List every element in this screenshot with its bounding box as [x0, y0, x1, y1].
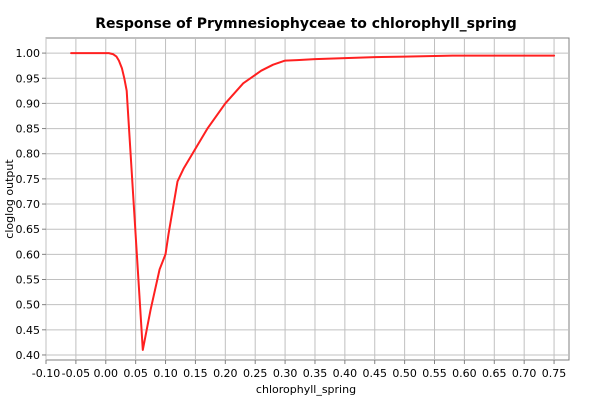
y-axis-label: cloglog output	[3, 159, 16, 239]
y-tick-label: 0.90	[16, 97, 41, 110]
x-tick-label: 0.00	[94, 367, 119, 380]
x-tick-label: -0.05	[62, 367, 90, 380]
y-tick-label: 0.50	[16, 299, 41, 312]
y-tick-label: 0.75	[16, 173, 41, 186]
x-tick-label: 0.75	[542, 367, 567, 380]
y-tick-label: 0.40	[16, 349, 41, 362]
y-tick-label: 0.65	[16, 223, 41, 236]
x-tick-label: 0.55	[422, 367, 447, 380]
x-tick-label: 0.40	[333, 367, 358, 380]
x-tick-label: 0.25	[243, 367, 268, 380]
series-layer	[70, 52, 556, 351]
x-tick-label: 0.60	[452, 367, 477, 380]
x-tick-label: -0.10	[32, 367, 60, 380]
x-tick-label: 0.10	[153, 367, 178, 380]
y-tick-label: 0.60	[16, 248, 41, 261]
y-tick-label: 0.95	[16, 72, 41, 85]
tick-layer: -0.10 -0.05 0.00 0.05 0.10 0.15 0.20 0.25 0.30 0.…	[16, 47, 567, 380]
grid-layer	[45, 38, 569, 360]
x-tick-label: 0.50	[392, 367, 417, 380]
y-tick-label: 1.00	[16, 47, 41, 60]
x-tick-label: 0.30	[273, 367, 298, 380]
x-tick-label: 0.20	[213, 367, 238, 380]
y-tick-label: 0.85	[16, 123, 41, 136]
x-axis-label: chlorophyll_spring	[256, 383, 356, 396]
y-tick-label: 0.45	[16, 324, 41, 337]
y-tick-label: 0.80	[16, 148, 41, 161]
x-tick-label: 0.65	[482, 367, 507, 380]
x-tick-label: 0.70	[512, 367, 537, 380]
x-tick-label: 0.15	[183, 367, 208, 380]
chart-title: Response of Prymnesiophyceae to chloroph…	[95, 16, 516, 32]
plot-area	[45, 37, 570, 361]
x-tick-label: 0.35	[303, 367, 328, 380]
x-tick-label: 0.05	[123, 367, 148, 380]
y-tick-label: 0.70	[16, 198, 41, 211]
y-tick-label: 0.55	[16, 274, 41, 287]
x-tick-label: 0.45	[362, 367, 387, 380]
series-line	[70, 52, 556, 351]
